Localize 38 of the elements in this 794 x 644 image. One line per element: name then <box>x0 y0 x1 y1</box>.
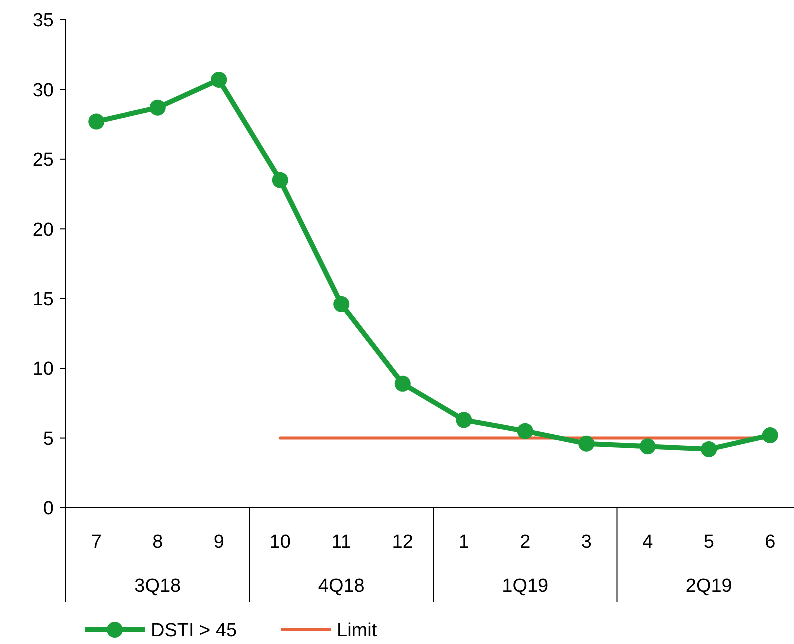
x-tick-label: 3 <box>581 532 592 553</box>
y-tick-label: 0 <box>43 498 54 520</box>
text: 3Q18 <box>134 576 182 597</box>
point <box>517 423 534 440</box>
x-tick-label: 9 <box>214 532 224 553</box>
x-tick-label: 8 <box>152 532 164 553</box>
point <box>88 114 105 130</box>
x-tick-label: 4 <box>642 532 654 553</box>
point <box>334 296 350 312</box>
x-tick-label: 5 <box>704 532 714 553</box>
point <box>640 438 656 455</box>
point <box>701 441 718 458</box>
point <box>578 436 595 452</box>
y-tick-label: 10 <box>32 359 54 380</box>
x-tick-label: 2 <box>520 532 531 553</box>
point <box>150 100 166 116</box>
x-tick-label: 11 <box>332 532 352 553</box>
x-tick-label: 10 <box>270 532 291 553</box>
legend-label: DSTI > 45 <box>151 620 238 642</box>
text: 2Q19 <box>686 576 732 597</box>
y-tick-label: 35 <box>32 10 54 32</box>
y-tick-label: 15 <box>32 290 54 311</box>
x-tick-label: 1 <box>458 532 470 553</box>
point <box>272 172 288 188</box>
y-tick-label: 30 <box>32 80 54 102</box>
x-tick-label: 6 <box>765 532 776 553</box>
x-tick-label: 7 <box>91 532 102 553</box>
x-tick-label: 12 <box>392 532 414 553</box>
legend-label: Limit <box>337 620 378 642</box>
point <box>211 72 228 88</box>
text: 4Q18 <box>318 576 365 597</box>
y-tick-label: 20 <box>32 220 54 241</box>
y-tick-label: 25 <box>32 150 54 172</box>
text: 1Q19 <box>502 576 549 597</box>
point <box>456 412 472 428</box>
point <box>762 427 778 444</box>
point <box>394 376 411 392</box>
y-tick-label: 5 <box>43 428 54 450</box>
